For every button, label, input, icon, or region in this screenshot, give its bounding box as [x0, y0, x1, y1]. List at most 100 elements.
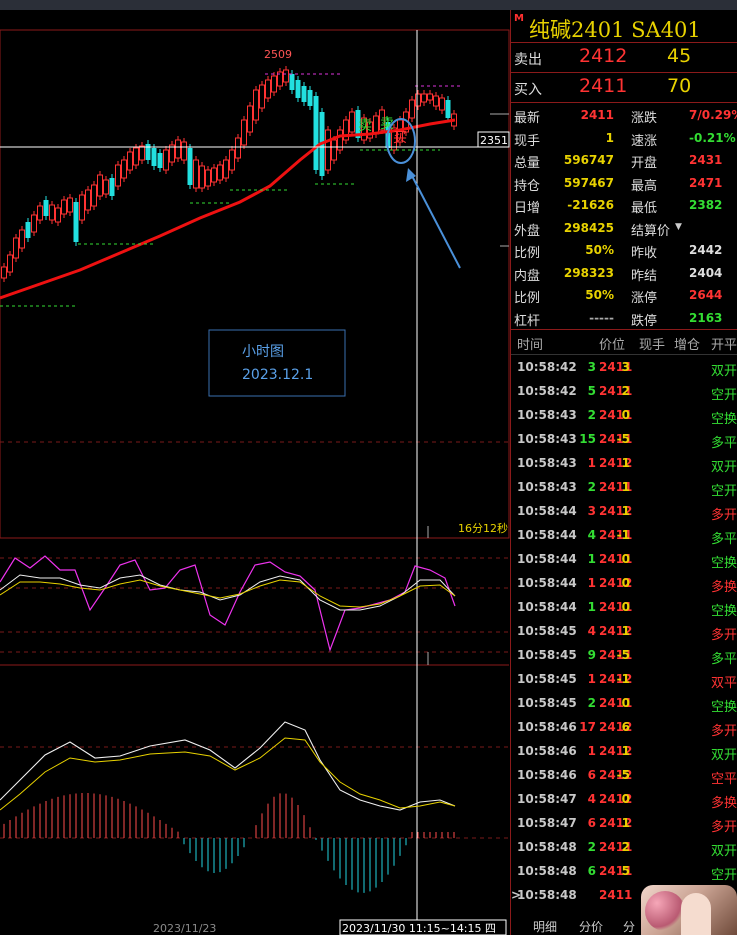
buy-signal: 买 — [393, 130, 407, 146]
candle-body — [211, 167, 217, 183]
quote-value: 2471 — [689, 175, 723, 190]
tick-row[interactable]: 10:58:45 2411 9 -5 多平 — [511, 643, 737, 667]
tick-row[interactable]: 10:58:47 2412 6 1 多开 — [511, 811, 737, 835]
tick-row[interactable]: 10:58:44 2411 4 -1 多平 — [511, 523, 737, 547]
bid-row[interactable]: 买入 2411 70 — [514, 75, 692, 98]
tick-time: 10:58:43 — [517, 408, 577, 422]
tick-row[interactable]: 10:58:43 2411 2 0 空换 — [511, 403, 737, 427]
tick-price: 2412 — [599, 816, 633, 830]
quote-value: 50% — [585, 243, 614, 257]
quote-label: 持仓 — [514, 178, 541, 194]
tick-chg: -1 — [616, 672, 630, 686]
ticks-header: 时间 价位 现手 增仓 开平 — [511, 330, 737, 355]
ask-volume: 45 — [667, 45, 692, 67]
tick-row[interactable]: 10:58:45 2411 2 0 空换 — [511, 691, 737, 715]
tick-time: 10:58:47 — [517, 792, 577, 806]
tick-time: 10:58:44 — [517, 504, 577, 518]
quote-value: 2644 — [689, 288, 723, 302]
tick-row[interactable]: 10:58:48 2411 2 2 双开 — [511, 835, 737, 859]
candle-body — [289, 74, 295, 90]
quote-value: -0.21% — [689, 130, 736, 145]
ticks-list[interactable]: 10:58:42 2411 3 3 双开 10:58:42 2411 5 2 空开 10:58:43… — [511, 355, 737, 907]
tick-price: 2411 — [599, 528, 633, 542]
ticks-column-header: 时间 — [517, 338, 544, 353]
candle-body — [25, 222, 31, 238]
candle-body — [97, 174, 103, 197]
tick-row[interactable]: 10:58:45 2412 4 1 多开 — [511, 619, 737, 643]
quote-label: 速涨 — [631, 133, 658, 149]
tick-row[interactable]: 10:58:46 2412 6 -5 空平 — [511, 763, 737, 787]
tick-row[interactable]: 10:58:42 2411 3 3 双开 — [511, 355, 737, 379]
tick-row[interactable]: 10:58:42 2411 5 2 空开 — [511, 379, 737, 403]
tick-row[interactable]: 10:58:44 2411 1 0 空换 — [511, 595, 737, 619]
quote-label: 涨停 — [631, 291, 658, 306]
tick-vol: 2 — [587, 480, 596, 494]
tick-type: 双开 — [711, 364, 737, 379]
quote-label: 昨收 — [631, 246, 658, 261]
candle-body — [133, 147, 139, 166]
kdj-k-line — [0, 574, 456, 611]
tick-chg: -5 — [616, 768, 630, 782]
tick-row[interactable]: 10:58:43 2412 1 1 双开 — [511, 451, 737, 475]
candle-body — [43, 200, 49, 216]
user-avatar-photo[interactable] — [641, 885, 737, 935]
annotation-title: 小时图 — [242, 344, 284, 360]
tick-price: 2411 — [599, 408, 633, 422]
candle-body — [307, 90, 313, 106]
candle-body — [163, 149, 169, 171]
tick-chg: 3 — [621, 360, 630, 374]
tick-row[interactable]: 10:58:43 2411 2 1 空开 — [511, 475, 737, 499]
candle-body — [199, 165, 205, 189]
tick-price: 2412 — [599, 744, 633, 758]
tick-time: 10:58:42 — [517, 360, 577, 374]
tick-vol: 15 — [579, 432, 596, 446]
tick-vol: 2 — [587, 840, 596, 854]
tick-row[interactable]: 10:58:47 2412 4 0 多换 — [511, 787, 737, 811]
candle-body — [283, 69, 289, 83]
candle-body — [373, 115, 379, 135]
tick-price: 2411 — [599, 432, 633, 446]
quote-value: 2411 — [580, 108, 614, 122]
chevron-down-icon[interactable]: ▼ — [675, 221, 682, 232]
tick-type: 多开 — [711, 628, 737, 643]
tick-vol: 1 — [587, 576, 596, 590]
tick-vol: 1 — [587, 552, 596, 566]
tick-row[interactable]: 10:58:48 2411 6 5 空开 — [511, 859, 737, 883]
candle-body — [433, 95, 439, 107]
ticks-column-header: 价位 — [599, 338, 626, 353]
candle-body — [49, 204, 55, 221]
tick-time: 10:58:46 — [517, 768, 577, 782]
tab-1[interactable]: 分价 — [579, 920, 604, 934]
tick-vol: 6 — [587, 768, 596, 782]
quote-row: 总量 596747 开盘 2431 — [511, 149, 737, 172]
top-toolbar — [0, 0, 737, 10]
tick-time: 10:58:46 — [517, 720, 577, 734]
tick-row[interactable]: 10:58:48 2411 > — [511, 883, 737, 907]
tick-row[interactable]: 10:58:44 2411 1 0 空换 — [511, 547, 737, 571]
candle-body — [91, 184, 97, 207]
tick-vol: 4 — [587, 624, 596, 638]
candle-body — [439, 97, 445, 111]
tick-row[interactable]: 10:58:44 2412 1 0 多换 — [511, 571, 737, 595]
tick-row[interactable]: 10:58:46 2412 1 1 双开 — [511, 739, 737, 763]
quote-row: 外盘 298425 结算价 ▼ — [511, 217, 737, 240]
tick-price: 2412 — [599, 504, 633, 518]
tick-time: 10:58:48 — [517, 888, 577, 902]
tick-type: 多开 — [711, 508, 737, 523]
tick-row[interactable]: 10:58:46 2412 17 6 多开 — [511, 715, 737, 739]
tick-price: 2411 — [599, 864, 633, 878]
quote-label: 总量 — [514, 156, 541, 171]
tick-row[interactable]: 10:58:44 2412 3 1 多开 — [511, 499, 737, 523]
portrait-face — [681, 893, 711, 935]
tick-row[interactable]: 10:58:43 2411 15 -5 多平 — [511, 427, 737, 451]
tab-2[interactable]: 分 — [623, 920, 636, 934]
crosshair-date-box — [339, 919, 507, 935]
tick-row[interactable]: 10:58:45 2412 1 -1 双平 — [511, 667, 737, 691]
quote-row: 比例 50% 涨停 2644 — [511, 284, 737, 307]
quote-row: 比例 50% 昨收 2442 — [511, 239, 737, 262]
tick-price: 2412 — [599, 792, 633, 806]
ask-row[interactable]: 卖出 2412 45 — [514, 45, 692, 68]
tick-price: 2412 — [599, 624, 633, 638]
tab-0[interactable]: 明细 — [533, 920, 558, 934]
